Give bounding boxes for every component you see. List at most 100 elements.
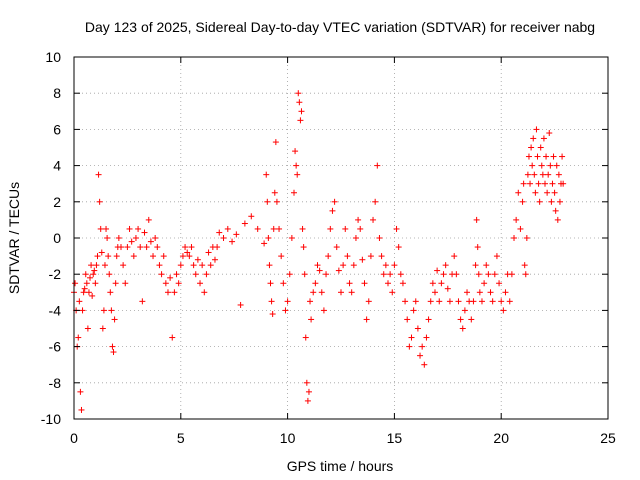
data-point [395, 244, 402, 251]
data-point [493, 253, 500, 260]
y-tick-label: 10 [45, 49, 61, 65]
data-point [451, 253, 458, 260]
data-point [261, 240, 268, 247]
data-point [108, 307, 115, 314]
data-point [150, 253, 157, 260]
data-point [378, 253, 385, 260]
data-point [530, 135, 537, 142]
data-point [459, 325, 466, 332]
data-point [85, 289, 92, 296]
data-point [179, 253, 186, 260]
data-point [267, 280, 274, 287]
data-point [524, 171, 531, 178]
data-point [104, 235, 111, 241]
data-point [533, 126, 540, 133]
data-point [498, 298, 505, 305]
y-tick-label: 6 [53, 121, 61, 137]
data-point [545, 171, 552, 178]
data-point [302, 334, 309, 341]
y-tick-label: 4 [53, 158, 61, 174]
data-point [556, 198, 563, 205]
data-point [295, 90, 302, 97]
data-point [270, 225, 277, 232]
data-point [171, 289, 178, 296]
data-point [207, 262, 214, 269]
data-point [491, 271, 498, 278]
data-point [291, 189, 298, 196]
data-point [122, 280, 129, 287]
data-point [523, 235, 530, 241]
data-point [487, 289, 494, 296]
data-point [464, 289, 471, 296]
data-point [75, 334, 82, 341]
data-point [269, 311, 276, 318]
data-point [544, 189, 551, 196]
data-point [470, 298, 477, 305]
data-point [254, 225, 261, 232]
data-point [318, 289, 325, 296]
x-tick-label: 10 [280, 430, 296, 446]
data-point [346, 280, 353, 287]
data-point [506, 298, 513, 305]
data-point [167, 274, 174, 281]
data-point [414, 325, 421, 332]
data-point [473, 216, 480, 223]
data-point [393, 225, 400, 232]
data-point [292, 148, 299, 155]
data-point [214, 244, 221, 251]
data-point [147, 238, 154, 245]
data-point [266, 262, 273, 269]
data-point [532, 189, 539, 196]
data-point [301, 271, 308, 278]
data-point [517, 225, 524, 232]
data-point [233, 231, 240, 238]
data-point [268, 298, 275, 305]
data-point [476, 289, 483, 296]
data-point [559, 153, 566, 160]
data-point [344, 253, 351, 260]
data-point [303, 379, 310, 386]
data-point [76, 298, 83, 305]
data-point [272, 139, 279, 146]
data-point [117, 244, 124, 251]
data-point [143, 244, 150, 251]
data-point [546, 130, 553, 137]
data-point [95, 171, 102, 178]
data-point [372, 198, 379, 205]
data-point [304, 397, 311, 404]
data-point [468, 316, 475, 323]
data-point [184, 249, 191, 256]
data-point [194, 256, 201, 263]
data-point [323, 271, 330, 278]
data-point [241, 220, 248, 227]
x-tick-label: 0 [70, 430, 78, 446]
data-point [423, 334, 430, 341]
data-point [340, 262, 347, 269]
data-point [192, 271, 199, 278]
data-point [472, 262, 479, 269]
data-point [109, 343, 116, 350]
data-point [335, 267, 342, 274]
data-point [549, 180, 556, 187]
data-point [271, 189, 278, 196]
data-point [483, 262, 490, 269]
data-point [137, 244, 144, 251]
data-point [89, 292, 96, 299]
data-point [342, 225, 349, 232]
data-point [263, 171, 270, 178]
data-point [97, 225, 104, 232]
data-point [534, 153, 541, 160]
data-point [288, 235, 295, 241]
data-point [296, 99, 303, 106]
x-tick-label: 20 [493, 430, 509, 446]
data-point [457, 316, 464, 323]
data-point [380, 271, 387, 278]
data-point [91, 267, 98, 274]
data-point [434, 267, 441, 274]
data-point [265, 235, 272, 241]
data-point [186, 253, 193, 260]
data-point [280, 280, 287, 287]
data-point [308, 316, 315, 323]
data-point [100, 307, 107, 314]
data-point [376, 235, 383, 241]
